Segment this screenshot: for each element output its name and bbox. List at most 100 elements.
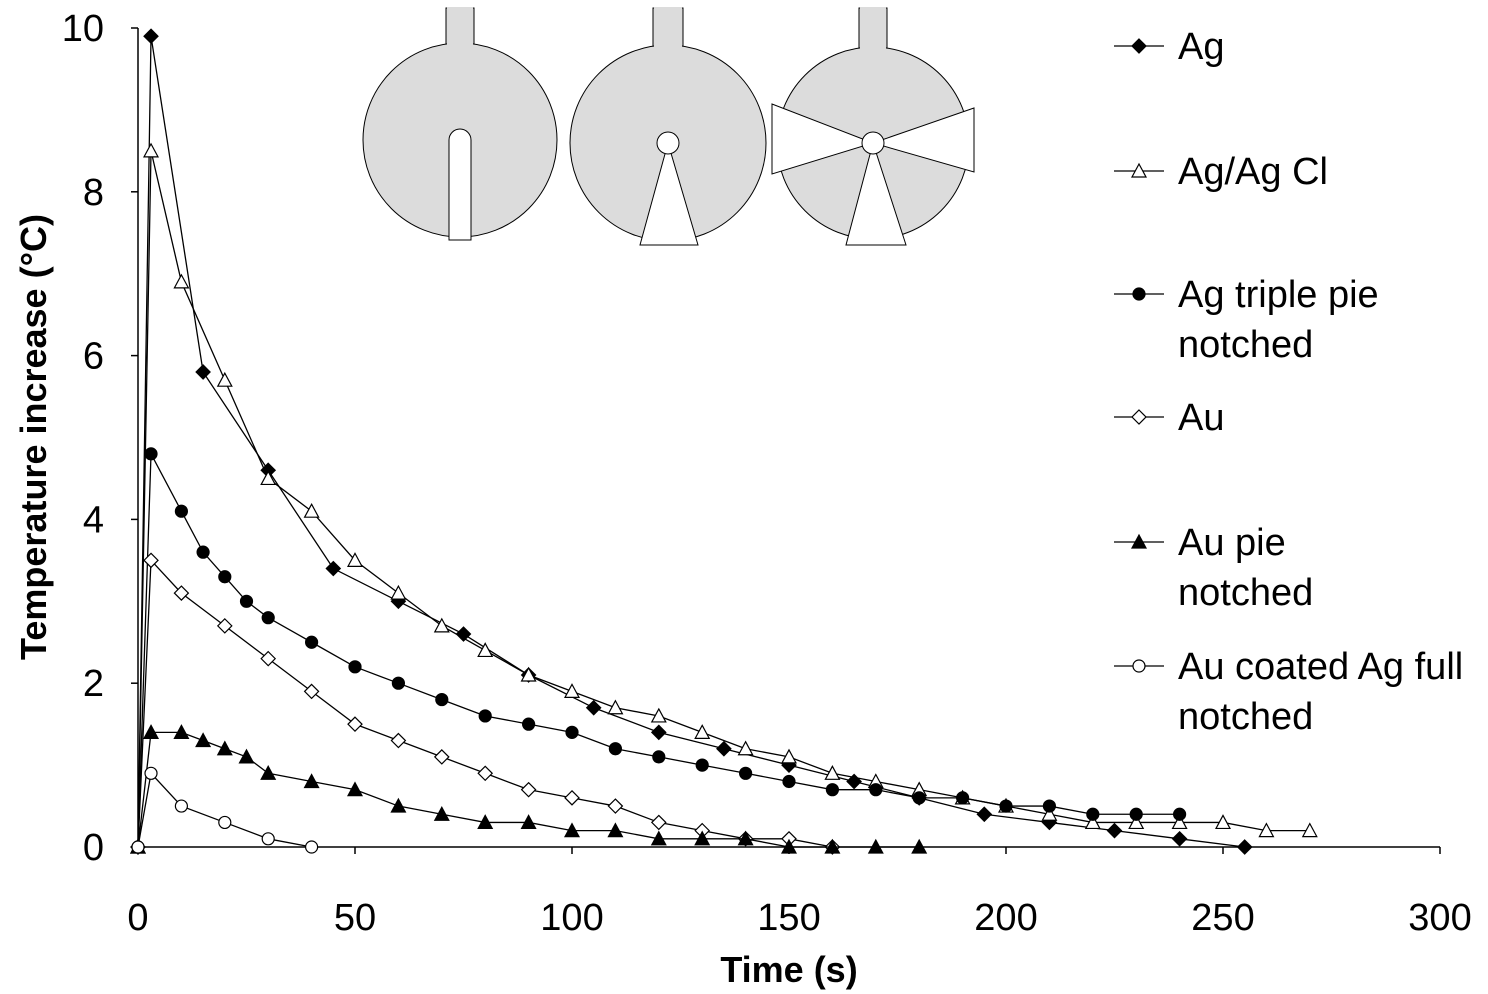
marker	[780, 838, 798, 854]
y-tick-label: 4	[83, 499, 104, 541]
shape-hole	[861, 131, 885, 155]
x-tick-label: 200	[974, 897, 1037, 939]
legend-swatch	[1114, 287, 1164, 301]
marker	[1132, 287, 1146, 301]
legend-label: Au	[1178, 397, 1225, 439]
marker	[260, 470, 277, 486]
legend-swatch	[1114, 659, 1164, 673]
marker	[260, 765, 277, 780]
series	[129, 142, 1318, 854]
legend-label: Au coated Ag full notched	[1178, 646, 1464, 738]
marker	[196, 545, 210, 559]
y-axis-title: Temperature increase (°C)	[13, 214, 54, 660]
x-tick-label: 0	[127, 897, 148, 939]
shape-wedge	[639, 141, 699, 246]
marker	[694, 724, 711, 739]
marker	[174, 504, 188, 518]
marker	[173, 273, 190, 289]
marker	[305, 840, 319, 854]
marker	[780, 748, 798, 764]
legend-label: Ag	[1178, 26, 1225, 68]
marker	[195, 364, 211, 380]
marker	[433, 617, 450, 633]
legend-swatch	[1114, 38, 1164, 54]
y-tick-label: 6	[83, 336, 104, 378]
legend-swatch	[1114, 409, 1164, 425]
marker	[143, 552, 159, 569]
marker	[694, 830, 711, 846]
marker	[607, 822, 624, 838]
y-tick-label: 0	[83, 827, 104, 869]
marker	[1084, 814, 1101, 830]
marker	[347, 716, 363, 732]
marker	[303, 502, 320, 518]
marker	[143, 28, 159, 45]
marker	[1301, 822, 1318, 838]
marker	[218, 815, 232, 830]
marker	[1130, 533, 1148, 549]
marker	[143, 724, 160, 739]
legend-item: Ag triple pie notched	[1112, 270, 1468, 370]
legend-item: Ag	[1112, 22, 1458, 72]
marker	[261, 832, 275, 846]
marker	[1172, 807, 1187, 821]
marker	[218, 570, 232, 584]
legend-label: Ag/Ag Cl	[1178, 151, 1328, 193]
legend-item: Au coated Ag full notched	[1112, 642, 1468, 742]
marker	[565, 725, 579, 739]
marker	[650, 814, 667, 831]
marker	[999, 799, 1013, 813]
x-tick-label: 150	[757, 897, 820, 939]
marker	[478, 709, 492, 723]
marker	[869, 783, 883, 797]
marker	[435, 692, 449, 707]
marker	[303, 773, 320, 789]
marker	[564, 790, 580, 806]
marker	[650, 830, 667, 846]
marker	[477, 814, 494, 830]
marker	[303, 683, 320, 700]
marker	[143, 142, 160, 158]
marker	[239, 594, 254, 608]
marker	[563, 822, 581, 838]
marker	[520, 781, 537, 798]
marker	[348, 660, 362, 674]
marker	[650, 724, 667, 741]
marker	[174, 799, 188, 813]
legend-label: Au pie notched	[1178, 522, 1314, 614]
series	[129, 724, 928, 854]
shape-hole	[656, 131, 680, 155]
shape-stem-fill	[654, 7, 682, 51]
marker	[1086, 807, 1100, 821]
marker	[607, 798, 624, 814]
marker	[238, 748, 255, 764]
shape-wedge	[771, 103, 875, 175]
shape-stem-fill	[447, 7, 473, 51]
marker	[260, 650, 277, 667]
marker	[144, 766, 158, 780]
marker	[346, 781, 364, 797]
marker	[824, 765, 841, 780]
marker	[867, 838, 884, 854]
marker	[1131, 409, 1147, 425]
marker	[216, 740, 233, 756]
marker	[346, 552, 364, 567]
marker	[216, 618, 233, 634]
marker	[1042, 799, 1057, 813]
shape-stem-fill	[860, 7, 886, 51]
marker	[1131, 38, 1147, 54]
marker	[391, 676, 405, 690]
marker	[1171, 814, 1188, 830]
shape-wedge	[871, 107, 975, 173]
y-tick-label: 2	[83, 663, 104, 705]
marker	[650, 707, 667, 723]
marker	[737, 740, 754, 756]
marker	[563, 683, 581, 698]
marker	[824, 838, 841, 854]
marker	[305, 635, 319, 649]
series-line	[137, 731, 920, 848]
marker	[390, 732, 407, 749]
marker	[737, 830, 754, 846]
marker	[477, 642, 494, 658]
